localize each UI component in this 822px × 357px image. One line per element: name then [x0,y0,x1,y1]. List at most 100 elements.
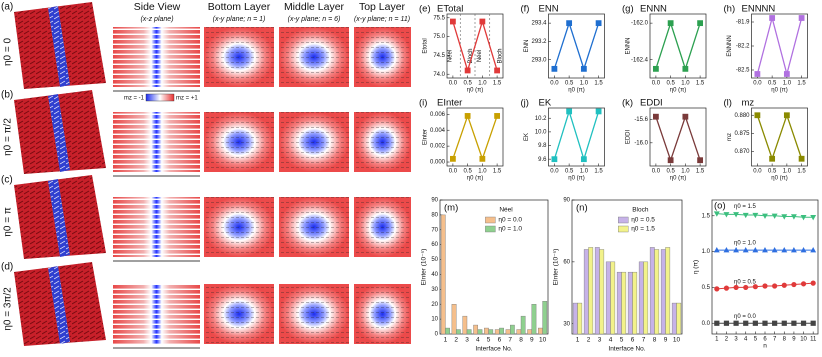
x-tick-label: 4 [744,337,748,343]
y-axis-label: EK [524,133,530,141]
x-tick-label: 1.0 [478,169,487,175]
colorbar-max: mz = +1 [176,96,198,102]
data-point [733,212,740,218]
y-tick-label: 40 [431,272,438,278]
data-point [464,113,471,119]
legend-label: η0 = 1.0 [498,226,522,233]
data-line [452,19,498,73]
row-eta: η0 = π/2 [3,118,14,156]
layer-arrows [354,284,411,344]
y-tick-label: 90 [431,198,438,204]
panel-title: EInter [437,98,462,109]
bar [520,315,526,335]
data-point [713,211,720,217]
y-tick-label: -162.4 [631,57,649,63]
y-tick-label: -15.6 [634,117,648,123]
x-axis-label: η0 (π) [568,88,584,94]
data-point [791,281,797,288]
x-tick-label: 0.5 [463,81,472,87]
data-point [714,320,720,326]
x-tick-label: 1.5 [493,169,502,175]
y-axis-label: EInter (10⁻⁵) [553,249,560,286]
column-subheader: (x-z plane) [140,16,173,23]
visualization-panels: Side View (x-z plane) Bottom Layer (x-y pla… [1,1,411,349]
data-point [781,214,788,220]
bar [588,247,594,335]
x-axis-label: η0 (π) [467,176,483,182]
y-axis-label: ENN [524,40,530,53]
x-axis-label: η0 (π) [568,176,584,182]
y-tick-label: 70 [431,227,438,233]
data-point [697,20,704,27]
data-point [798,155,805,162]
column-subheader: (x-y plane; n = 1) [213,16,266,23]
panel-label: (m) [444,203,458,214]
data-point [580,156,587,163]
data-point [772,283,778,289]
plot-frame [548,13,605,79]
panel-title: ENNN [640,4,667,15]
bar [643,261,649,335]
colorbar-min: mz = -1 [124,96,145,102]
panel-label: (l) [724,98,732,109]
bar [616,271,622,335]
x-tick-label: 1.5 [696,81,705,87]
bar [531,304,537,335]
bar [510,324,515,335]
y-axis-label: EInter (10⁻⁵) [421,249,428,286]
bar [649,247,655,335]
bar [660,249,666,335]
data-point [752,212,759,219]
legend-swatch [485,216,496,224]
data-point [566,20,573,27]
column-header: Side View [134,1,181,13]
x-tick-label: 11 [810,337,817,343]
x-tick-label: 7 [773,337,777,343]
data-point [771,247,778,253]
layer-arrows [204,284,274,344]
y-axis-label: ENNNN [727,35,733,56]
x-tick-label: 10 [673,337,681,344]
bar [494,329,500,335]
plot-frame [439,199,549,335]
plot-frame [446,107,504,167]
panel-label: (o) [714,201,726,212]
x-tick-label: 0.5 [666,169,675,175]
x-axis-label: η0 (π) [670,88,686,94]
x-tick-label: 0.0 [652,81,661,87]
bar [676,302,682,335]
bar [671,302,677,335]
x-tick-label: 7 [508,337,512,344]
y-tick-label: 90 [563,198,570,204]
bar [627,271,633,335]
x-tick-label: 0.0 [753,81,762,87]
y-tick-label: -82.2 [736,44,750,50]
column-header: Middle Layer [284,1,345,13]
data-line [756,113,803,161]
layer-arrows [279,197,349,257]
data-point [783,112,790,119]
y-tick-label: 50 [431,257,438,263]
legend-label: η0 = 0.0 [734,314,757,320]
x-tick-label: 0.5 [463,169,472,175]
spin-3d-core [48,6,70,87]
data-line [655,114,701,163]
data-point [551,156,558,163]
panel-title: EK [539,98,552,109]
x-axis-label: η0 (π) [670,176,686,182]
data-point [697,157,704,164]
y-axis-label: ENNN [626,37,632,54]
x-tick-label: 0.0 [550,81,559,87]
data-point [743,284,749,291]
x-tick-label: 3 [465,337,469,344]
x-tick-label: 1.0 [681,169,690,175]
legend-label: η0 = 1.5 [734,204,757,210]
panel-label: (e) [419,4,431,15]
x-tick-label: 1.0 [783,169,792,175]
y-tick-label: 75.5 [433,15,445,21]
panel-title: mz [742,98,755,109]
bar [484,327,489,335]
legend-label: η0 = 0.0 [498,217,522,224]
data-point [742,247,749,253]
